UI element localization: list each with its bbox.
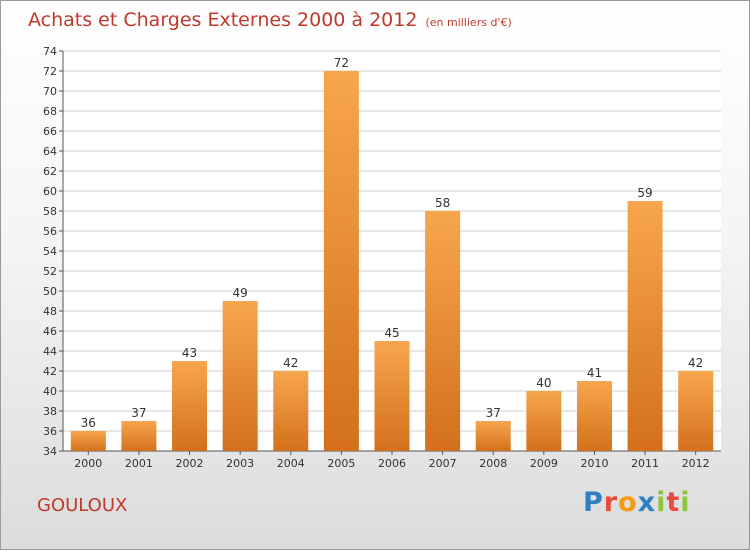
x-tick-label: 2001 (125, 457, 153, 470)
bar (475, 421, 511, 451)
bar-value-label: 45 (384, 326, 399, 340)
bar-value-label: 59 (637, 186, 652, 200)
x-tick-label: 2005 (327, 457, 355, 470)
bar (526, 391, 562, 451)
chart-title: Achats et Charges Externes 2000 à 2012 (e… (28, 9, 512, 31)
x-tick-label: 2004 (277, 457, 305, 470)
x-tick-label: 2009 (530, 457, 558, 470)
bar (425, 211, 461, 451)
bar (374, 341, 410, 451)
logo-letter: P (583, 487, 604, 518)
y-tick-label: 66 (43, 125, 57, 138)
bar (323, 71, 359, 451)
y-tick-label: 46 (43, 325, 57, 338)
bar (172, 361, 208, 451)
y-tick-label: 64 (43, 145, 57, 158)
y-tick-label: 42 (43, 365, 57, 378)
bar (627, 201, 663, 451)
bar (70, 431, 106, 451)
x-tick-label: 2003 (226, 457, 254, 470)
commune-name: GOULOUX (37, 495, 128, 516)
logo-letter: t (666, 487, 681, 518)
y-tick-label: 48 (43, 305, 57, 318)
y-tick-label: 36 (43, 425, 57, 438)
y-tick-label: 44 (43, 345, 57, 358)
y-tick-label: 62 (43, 165, 57, 178)
x-tick-label: 2006 (378, 457, 406, 470)
x-tick-label: 2002 (176, 457, 204, 470)
bar (121, 421, 157, 451)
x-tick-label: 2000 (74, 457, 102, 470)
bar-value-label: 36 (81, 416, 96, 430)
y-tick-label: 54 (43, 245, 57, 258)
bar-value-label: 42 (688, 356, 703, 370)
x-tick-label: 2008 (479, 457, 507, 470)
bar-value-label: 37 (486, 406, 501, 420)
y-tick-label: 74 (43, 45, 57, 58)
y-tick-label: 38 (43, 405, 57, 418)
y-tick-label: 72 (43, 65, 57, 78)
logo-letter: i (656, 487, 667, 518)
chart-title-main: Achats et Charges Externes 2000 à 2012 (28, 9, 418, 31)
y-tick-label: 56 (43, 225, 57, 238)
bar-value-label: 58 (435, 196, 450, 210)
bar (678, 371, 714, 451)
y-tick-label: 58 (43, 205, 57, 218)
bar-value-label: 72 (334, 56, 349, 70)
logo-letter: o (618, 487, 638, 518)
x-tick-label: 2010 (580, 457, 608, 470)
x-tick-label: 2011 (631, 457, 659, 470)
bar (576, 381, 612, 451)
bar (222, 301, 258, 451)
y-tick-label: 60 (43, 185, 57, 198)
bar-value-label: 43 (182, 346, 197, 360)
bar-value-label: 41 (587, 366, 602, 380)
y-tick-label: 70 (43, 85, 57, 98)
proxiti-logo: Proxiti (583, 487, 691, 518)
bar-value-label: 40 (536, 376, 551, 390)
x-tick-label: 2012 (682, 457, 710, 470)
y-tick-label: 50 (43, 285, 57, 298)
y-tick-label: 40 (43, 385, 57, 398)
bar-value-label: 49 (233, 286, 248, 300)
bar-value-label: 37 (131, 406, 146, 420)
logo-letter: r (603, 487, 619, 518)
y-tick-label: 52 (43, 265, 57, 278)
x-tick-label: 2007 (429, 457, 457, 470)
bar (273, 371, 309, 451)
y-tick-label: 68 (43, 105, 57, 118)
logo-letter: i (680, 487, 691, 518)
bar-value-label: 42 (283, 356, 298, 370)
y-tick-label: 34 (43, 445, 57, 458)
chart-title-unit: (en milliers d'€) (425, 16, 512, 29)
logo-letter: x (637, 487, 657, 518)
